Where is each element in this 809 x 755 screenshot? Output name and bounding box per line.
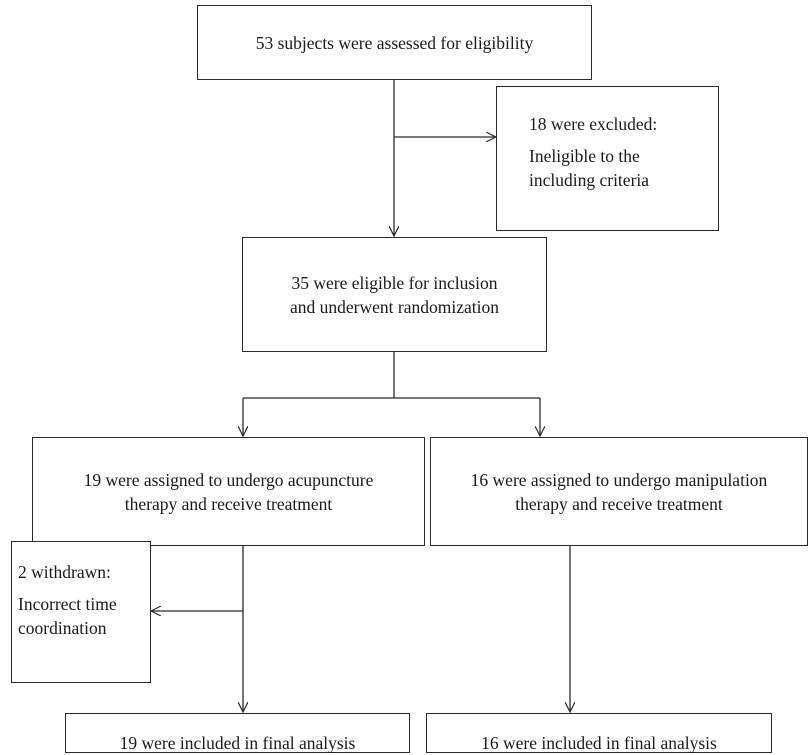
excluded-box: 18 were excluded: Ineligible to the incl… — [496, 86, 719, 231]
withdrawn-reason-line-1: Incorrect time — [18, 594, 117, 614]
assessed-text: 53 subjects were assessed for eligibilit… — [255, 32, 534, 53]
acupuncture-line-2: therapy and receive treatment — [124, 493, 333, 514]
manipulation-line-2: therapy and receive treatment — [515, 493, 723, 514]
assessed-box: 53 subjects were assessed for eligibilit… — [197, 5, 592, 80]
manipulation-group-box: 16 were assigned to undergo manipulation… — [430, 437, 808, 546]
eligible-line-2: and underwent randomization — [290, 296, 499, 317]
eligible-line-1: 35 were eligible for inclusion — [291, 272, 498, 293]
withdrawn-box: 2 withdrawn: Incorrect time coordination — [11, 541, 151, 683]
acupuncture-group-box: 19 were assigned to undergo acupuncture … — [32, 437, 425, 546]
manipulation-line-1: 16 were assigned to undergo manipulation — [470, 469, 768, 490]
final-acupuncture-box: 19 were included in final analysis — [65, 713, 410, 753]
excluded-reason-line-2: including criteria — [529, 170, 650, 190]
withdrawn-reason-line-2: coordination — [18, 618, 107, 638]
excluded-title: 18 were excluded: — [529, 114, 658, 134]
excluded-reason-line-1: Ineligible to the — [529, 146, 640, 166]
acupuncture-line-1: 19 were assigned to undergo acupuncture — [83, 469, 374, 490]
final-manipulation-box: 16 were included in final analysis — [426, 713, 772, 753]
eligible-box: 35 were eligible for inclusion and under… — [242, 237, 547, 352]
withdrawn-title: 2 withdrawn: — [18, 562, 111, 582]
